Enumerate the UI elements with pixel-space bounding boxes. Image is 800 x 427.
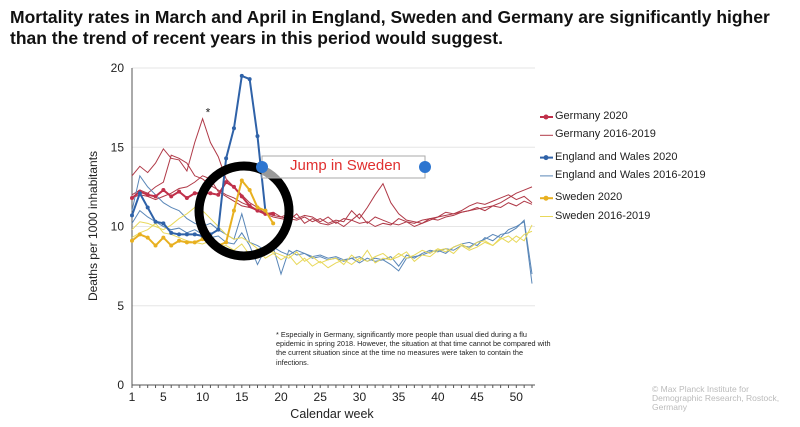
data-point <box>161 221 166 226</box>
data-point <box>169 243 174 248</box>
legend-item: Germany 2020 <box>555 110 628 122</box>
data-point <box>145 192 150 197</box>
data-point <box>247 77 252 82</box>
y-tick-label: 20 <box>111 61 125 75</box>
data-point <box>177 238 182 243</box>
data-point <box>153 219 158 224</box>
series-germany-2016-2019 <box>131 117 533 228</box>
legend-item: England and Wales 2020 <box>555 150 678 163</box>
y-tick-label: 5 <box>117 299 124 313</box>
x-tick-label: 5 <box>160 390 167 404</box>
y-axis-label: Deaths per 1000 inhabitants <box>86 151 100 301</box>
highlight-circle <box>194 161 294 261</box>
jump-annotation-label: Jump in Sweden <box>290 157 401 174</box>
x-tick-label: 40 <box>431 390 445 404</box>
data-point <box>231 208 236 213</box>
data-point <box>192 232 197 237</box>
legend-marker <box>543 155 549 161</box>
data-point <box>169 194 174 199</box>
data-point <box>255 205 260 210</box>
data-point <box>247 203 252 208</box>
footnote: * Especially in Germany, significantly m… <box>276 330 551 367</box>
x-tick-label: 45 <box>470 390 484 404</box>
data-point <box>263 208 268 213</box>
series-england-and-wales-2016-2019 <box>131 174 533 284</box>
x-tick-label: 30 <box>353 390 367 404</box>
data-point <box>224 180 229 185</box>
data-point <box>247 188 252 193</box>
data-point <box>177 189 182 194</box>
x-tick-label: 25 <box>314 390 328 404</box>
data-point <box>137 191 142 196</box>
legend-item: Sweden 2020 <box>555 191 623 204</box>
data-point <box>153 194 158 199</box>
data-point <box>184 240 189 245</box>
data-point <box>192 240 197 245</box>
x-tick-label: 20 <box>274 390 288 404</box>
data-point <box>161 235 166 240</box>
series-line <box>131 174 533 284</box>
data-point <box>224 156 229 161</box>
data-point <box>271 221 276 226</box>
data-point <box>161 188 166 193</box>
data-point <box>255 134 260 139</box>
data-point <box>184 195 189 200</box>
data-point <box>239 73 244 78</box>
y-tick-label: 0 <box>117 378 124 392</box>
series-line <box>131 154 533 224</box>
x-tick-label: 1 <box>129 390 136 404</box>
handle-icon <box>419 161 431 173</box>
data-point <box>169 230 174 235</box>
data-point <box>239 178 244 183</box>
data-point <box>216 227 221 232</box>
page-title: Mortality rates in March and April in En… <box>10 7 770 48</box>
data-point <box>137 232 142 237</box>
data-point <box>231 126 236 131</box>
data-point <box>153 243 158 248</box>
x-tick-label: 35 <box>392 390 406 404</box>
data-point <box>271 211 276 216</box>
legend-marker <box>543 114 549 120</box>
y-tick-label: 10 <box>111 220 125 234</box>
data-point <box>145 235 150 240</box>
legend-item: England and Wales 2016-2019 <box>555 168 706 181</box>
data-point <box>130 213 134 218</box>
data-point <box>208 191 213 196</box>
series-sweden-2016-2019 <box>131 206 533 269</box>
x-tick-label: 15 <box>235 390 249 404</box>
data-point <box>192 191 197 196</box>
legend-item: Sweden 2016-2019 <box>555 209 651 222</box>
data-point <box>177 232 182 237</box>
data-point <box>255 208 260 213</box>
data-point <box>130 238 134 243</box>
y-tick-label: 15 <box>111 140 125 154</box>
handle-icon <box>256 161 268 173</box>
x-tick-label: 50 <box>510 390 524 404</box>
legend-item: Germany 2016-2019 <box>555 128 656 141</box>
data-point <box>231 184 236 189</box>
data-point <box>130 195 134 200</box>
series-line <box>131 206 533 266</box>
x-axis-label: Calendar week <box>290 407 374 421</box>
x-tick-label: 10 <box>196 390 210 404</box>
asterisk-marker: * <box>206 106 211 120</box>
data-point <box>224 240 229 245</box>
series-line <box>131 175 533 228</box>
data-point <box>216 192 221 197</box>
copyright: © Max Planck Institute for Demographic R… <box>652 384 780 412</box>
data-point <box>184 232 189 237</box>
data-point <box>145 205 150 210</box>
data-point <box>239 194 244 199</box>
series-line <box>131 222 533 269</box>
legend-marker <box>543 195 549 201</box>
